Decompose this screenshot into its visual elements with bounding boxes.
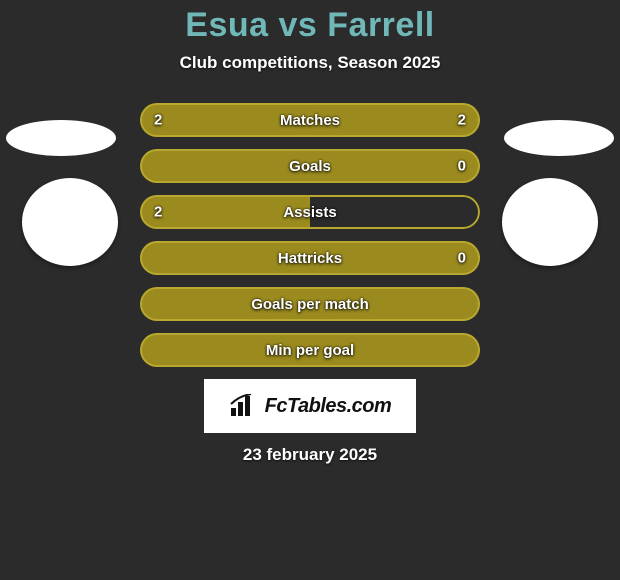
fctables-logo-text: FcTables.com: [265, 395, 392, 418]
stat-bar: Goals per match: [140, 287, 480, 321]
stat-bar: 2 Assists: [140, 195, 480, 229]
avatar-placeholder-left: [6, 120, 116, 156]
vs-text: vs: [278, 6, 317, 44]
stat-label: Min per goal: [266, 342, 354, 359]
snapshot-date: 23 february 2025: [0, 445, 620, 465]
subtitle: Club competitions, Season 2025: [0, 53, 620, 73]
stat-label: Assists: [283, 204, 336, 221]
stat-value-right: 0: [458, 250, 466, 267]
stat-label: Matches: [280, 112, 340, 129]
stat-value-right: 0: [458, 158, 466, 175]
stat-value-left: 2: [154, 204, 162, 221]
player-left-name: Esua: [185, 6, 268, 44]
bar-chart-icon: [229, 394, 257, 418]
stat-value-right: 2: [458, 112, 466, 129]
stat-label: Goals: [289, 158, 331, 175]
stat-bar: 0 Hattricks: [140, 241, 480, 275]
player-right-name: Farrell: [327, 6, 434, 44]
club-crest-right: DROGHEDA UNITED: [502, 178, 598, 266]
stat-bar: 2 2 Matches: [140, 103, 480, 137]
page-title: Esua vs Farrell: [0, 6, 620, 45]
stats-column: 2 2 Matches 0 Goals 2 Assists 0 Hattricks Goals p…: [140, 103, 480, 367]
stat-value-left: 2: [154, 112, 162, 129]
stat-label: Goals per match: [251, 296, 369, 313]
avatar-placeholder-right: [504, 120, 614, 156]
club-crest-left: GALWAY UNITED: [22, 178, 118, 266]
stat-bar: 0 Goals: [140, 149, 480, 183]
stat-label: Hattricks: [278, 250, 342, 267]
fctables-logo: FcTables.com: [204, 379, 416, 433]
stat-bar: Min per goal: [140, 333, 480, 367]
